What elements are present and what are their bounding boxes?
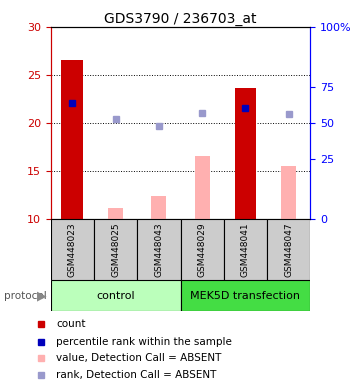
Bar — [281, 166, 296, 219]
Text: protocol: protocol — [4, 291, 46, 301]
Text: MEK5D transfection: MEK5D transfection — [191, 291, 300, 301]
Text: GSM448025: GSM448025 — [111, 222, 120, 277]
Bar — [180, 280, 310, 311]
Text: GSM448023: GSM448023 — [68, 222, 77, 277]
Bar — [94, 219, 137, 280]
Text: GSM448041: GSM448041 — [241, 222, 250, 277]
Text: count: count — [56, 319, 86, 329]
Bar — [180, 219, 224, 280]
Bar — [195, 157, 210, 219]
Text: value, Detection Call = ABSENT: value, Detection Call = ABSENT — [56, 353, 222, 364]
Bar — [267, 219, 310, 280]
Text: percentile rank within the sample: percentile rank within the sample — [56, 337, 232, 347]
Bar — [224, 219, 267, 280]
Text: GSM448047: GSM448047 — [284, 222, 293, 277]
Bar — [61, 60, 83, 219]
Bar — [108, 208, 123, 219]
Bar — [235, 88, 256, 219]
Text: GSM448043: GSM448043 — [155, 222, 163, 277]
Text: control: control — [96, 291, 135, 301]
Text: rank, Detection Call = ABSENT: rank, Detection Call = ABSENT — [56, 370, 217, 380]
Bar — [137, 219, 180, 280]
Text: ▶: ▶ — [37, 289, 46, 302]
Bar — [51, 219, 94, 280]
Title: GDS3790 / 236703_at: GDS3790 / 236703_at — [104, 12, 257, 26]
Bar — [151, 196, 166, 219]
Bar — [51, 280, 180, 311]
Text: GSM448029: GSM448029 — [198, 222, 206, 277]
